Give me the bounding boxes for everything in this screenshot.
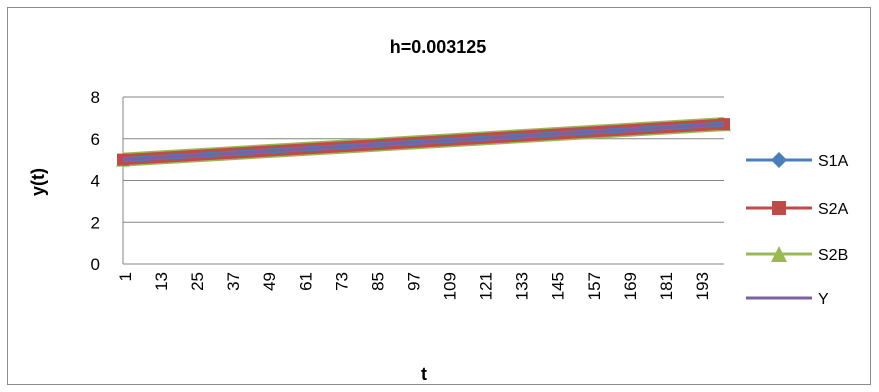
x-tick-label: 193 [693,272,712,300]
plot-series [116,117,731,167]
y-tick-label: 2 [91,213,100,232]
y-tick-label: 0 [91,255,100,274]
chart-frame [7,7,871,385]
x-tick-label: 13 [152,272,171,291]
y-tick-label: 4 [91,172,100,191]
x-tick-label: 97 [404,272,423,291]
x-tick-label: 109 [441,272,460,300]
chart-title: h=0.003125 [390,37,487,57]
legend-item-s2b: S2B [746,246,848,264]
x-tick-label: 169 [621,272,640,300]
legend-label: Y [818,291,829,308]
x-tick-label: 181 [657,272,676,300]
legend-label: S2A [818,201,849,218]
x-tick-labels: 1 13 25 37 49 61 73 85 97 109 121 133 145 157 169 181 19… [116,272,712,300]
x-tick-label: 85 [368,272,387,291]
legend-item-s1a: S1A [746,152,849,170]
x-tick-label: 157 [585,272,604,300]
x-tick-label: 37 [224,272,243,291]
legend: S1A S2A S2B Y [746,152,849,308]
x-tick-label: 145 [549,272,568,300]
x-tick-label: 133 [513,272,532,300]
legend-marker-triangle [771,246,787,262]
x-tick-label: 121 [477,272,496,300]
y-tick-label: 6 [91,130,100,149]
x-tick-label: 61 [296,272,315,291]
y-tick-label: 8 [91,88,100,107]
series-line-y [122,122,725,162]
axes [122,97,724,265]
legend-label: S1A [818,153,849,170]
legend-marker-diamond [771,152,787,168]
legend-marker-square [772,201,786,215]
x-axis-title: t [421,364,427,384]
legend-item-s2a: S2A [746,201,849,218]
y-tick-labels: 0 2 4 6 8 [91,88,100,274]
x-tick-label: 1 [116,272,135,281]
y-axis-title: y(t) [28,168,48,196]
x-tick-label: 49 [260,272,279,291]
legend-item-y: Y [746,291,829,308]
legend-label: S2B [818,247,848,264]
x-tick-label: 25 [188,272,207,291]
x-tick-label: 73 [332,272,351,291]
